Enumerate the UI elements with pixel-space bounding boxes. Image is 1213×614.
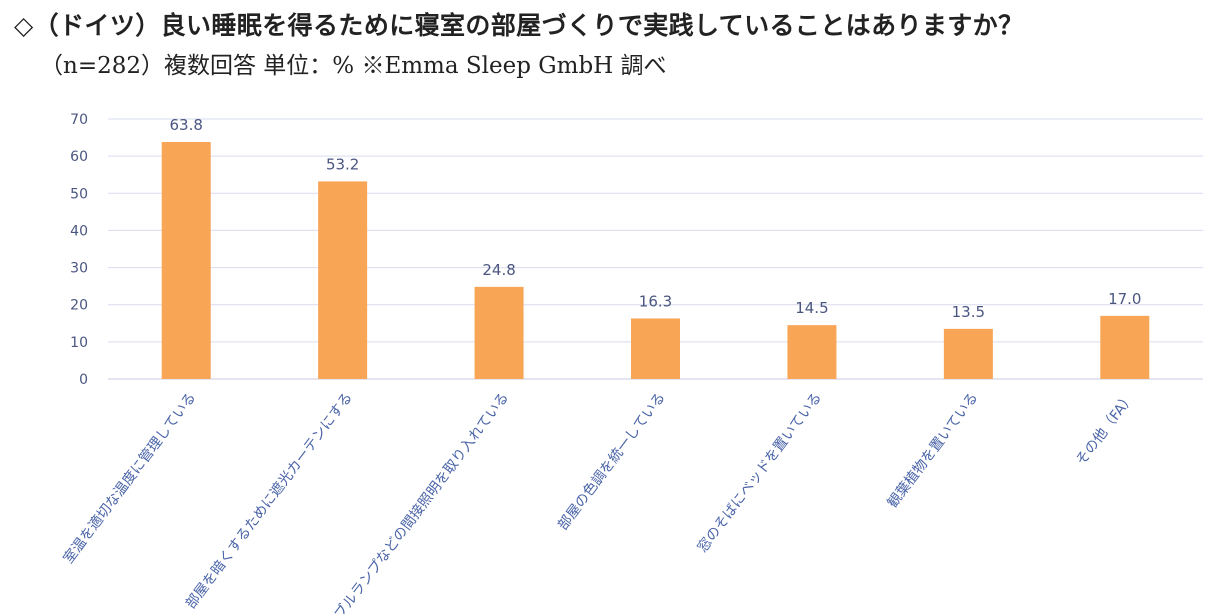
chart-title: ◇（ドイツ）良い睡眠を得るために寝室の部屋づくりで実践していることはありますか？ xyxy=(14,11,1024,40)
x-tick-label: 窓のそばにベッドを置いている xyxy=(694,389,825,555)
data-label: 16.3 xyxy=(639,292,672,310)
bar xyxy=(943,328,993,379)
x-tick-label: 観葉植物を置いている xyxy=(884,389,982,511)
y-tick-label: 50 xyxy=(70,186,88,202)
bar xyxy=(631,318,680,379)
x-tick-label: 室温を適切な温度に管理している xyxy=(60,389,200,567)
x-tick-label: テーブルランプなどの間接照明を取り入れている xyxy=(314,389,512,614)
data-label: 14.5 xyxy=(795,299,828,317)
data-label: 63.8 xyxy=(170,116,203,134)
bar xyxy=(161,142,211,379)
bar xyxy=(1100,315,1150,379)
y-tick-label: 70 xyxy=(70,112,88,128)
y-tick-label: 40 xyxy=(70,223,88,239)
y-tick-label: 30 xyxy=(70,261,88,277)
data-label: 53.2 xyxy=(326,155,359,173)
data-label: 17.0 xyxy=(1108,290,1141,308)
bar xyxy=(787,325,837,379)
data-label: 13.5 xyxy=(952,303,985,321)
y-tick-label: 0 xyxy=(79,372,88,388)
bar xyxy=(474,286,524,379)
x-tick-label: 部屋の色調を統一している xyxy=(554,389,668,533)
y-tick-label: 20 xyxy=(70,298,88,314)
chart-subtitle: （n=282）複数回答 単位：% ※Emma Sleep GmbH 調べ xyxy=(40,53,667,79)
data-label: 24.8 xyxy=(482,261,515,279)
x-tick-label: その他（FA） xyxy=(1073,390,1138,469)
y-tick-label: 10 xyxy=(70,335,88,351)
y-tick-label: 60 xyxy=(70,149,88,165)
bar xyxy=(318,181,368,379)
x-tick-label: 部屋を暗くするために遮光カーテンにする xyxy=(183,390,356,612)
